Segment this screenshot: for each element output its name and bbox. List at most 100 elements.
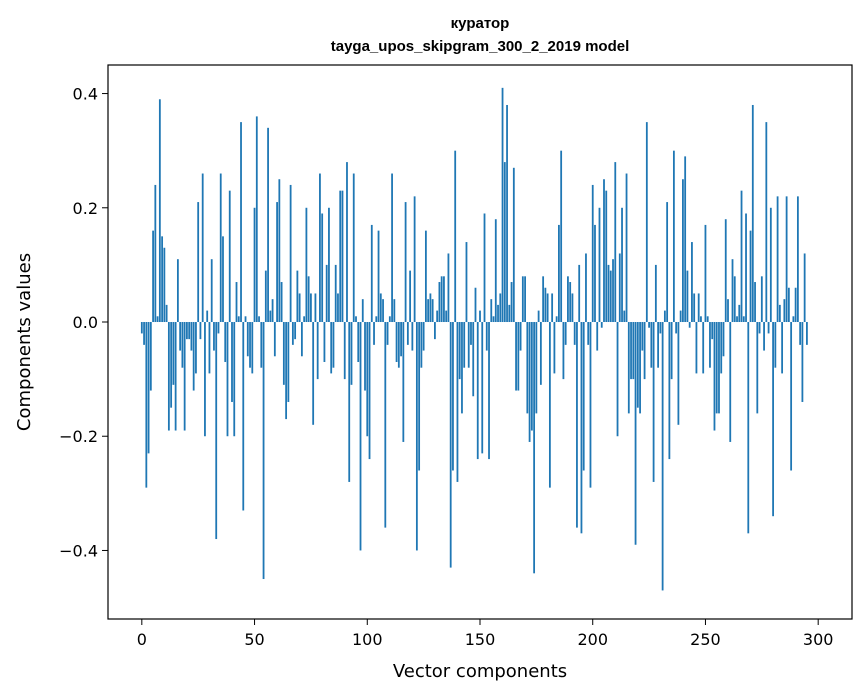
- bar: [663, 310, 666, 323]
- bar: [330, 322, 333, 374]
- bar: [411, 322, 414, 351]
- x-tick-label: 150: [465, 630, 496, 649]
- bar: [661, 322, 664, 591]
- bar: [713, 322, 716, 431]
- bar: [589, 322, 592, 488]
- bar: [328, 207, 330, 323]
- bar: [727, 299, 729, 323]
- bar: [539, 322, 542, 385]
- y-tick-label: −0.2: [59, 427, 98, 446]
- bar: [742, 316, 745, 323]
- bar: [152, 230, 154, 323]
- bar: [373, 322, 375, 345]
- bar: [251, 322, 254, 374]
- bar: [149, 322, 152, 391]
- chart-title: куратор: [451, 15, 510, 32]
- bar: [555, 316, 558, 323]
- bar: [609, 270, 612, 323]
- bar: [600, 322, 603, 328]
- bar: [794, 287, 797, 323]
- bar: [508, 304, 511, 323]
- bar: [720, 322, 723, 374]
- y-tick-label: 0.2: [73, 199, 98, 218]
- bar: [195, 322, 197, 374]
- bar: [760, 276, 763, 323]
- bar: [756, 322, 759, 414]
- bar: [233, 322, 236, 437]
- bar: [679, 310, 682, 323]
- bar: [528, 322, 531, 442]
- bar: [548, 322, 551, 488]
- bar: [585, 253, 587, 323]
- bar: [199, 322, 202, 340]
- bar: [147, 322, 150, 454]
- bar: [167, 322, 170, 431]
- bar: [682, 179, 684, 323]
- bar: [454, 150, 457, 323]
- bar: [201, 173, 204, 323]
- bar: [434, 322, 436, 340]
- bar: [219, 173, 222, 323]
- bar: [587, 322, 590, 345]
- bar: [361, 299, 364, 323]
- bar: [334, 264, 337, 323]
- bar: [591, 184, 594, 323]
- bar: [282, 322, 285, 385]
- bar: [535, 322, 538, 414]
- x-axis-label: Vector components: [393, 661, 567, 682]
- bar: [603, 179, 605, 323]
- bar: [551, 293, 554, 323]
- bar: [285, 322, 288, 420]
- bar: [176, 259, 179, 323]
- bar: [510, 282, 513, 323]
- bar: [783, 299, 786, 323]
- bar: [445, 310, 448, 323]
- bar: [488, 322, 490, 460]
- bar: [747, 322, 750, 534]
- bar: [758, 322, 761, 334]
- bar: [370, 224, 373, 323]
- y-tick-label: 0.4: [73, 85, 98, 104]
- x-tick-label: 50: [244, 630, 264, 649]
- bar: [627, 322, 630, 414]
- x-tick-label: 250: [690, 630, 721, 649]
- bar: [249, 322, 251, 368]
- bar: [731, 259, 734, 323]
- x-tick-label: 100: [352, 630, 383, 649]
- bar: [745, 213, 747, 323]
- bar: [736, 316, 738, 323]
- bar: [382, 299, 384, 323]
- bar: [397, 322, 400, 368]
- bar: [740, 190, 743, 323]
- bar: [506, 104, 508, 323]
- bar: [598, 207, 601, 323]
- bar: [314, 293, 317, 323]
- bar: [210, 259, 213, 323]
- bar: [654, 264, 657, 323]
- bar: [612, 259, 614, 323]
- bar: [573, 322, 576, 345]
- bar: [648, 322, 650, 328]
- bar: [384, 322, 387, 528]
- bar: [659, 322, 662, 334]
- bar: [553, 322, 556, 374]
- bar: [645, 122, 648, 323]
- bar: [704, 224, 707, 323]
- bar: [695, 322, 698, 374]
- bar: [357, 322, 360, 362]
- bar: [422, 322, 425, 351]
- bar: [158, 99, 161, 323]
- bar: [289, 184, 292, 323]
- bar: [420, 322, 423, 368]
- bar: [560, 150, 563, 323]
- bar: [186, 322, 188, 340]
- bar: [179, 322, 182, 351]
- bar: [413, 196, 416, 323]
- bar: [305, 207, 308, 323]
- bar: [237, 316, 240, 323]
- bar: [666, 202, 669, 323]
- bar: [291, 322, 294, 345]
- bar: [145, 322, 148, 488]
- bar: [143, 322, 145, 345]
- bar: [792, 316, 795, 323]
